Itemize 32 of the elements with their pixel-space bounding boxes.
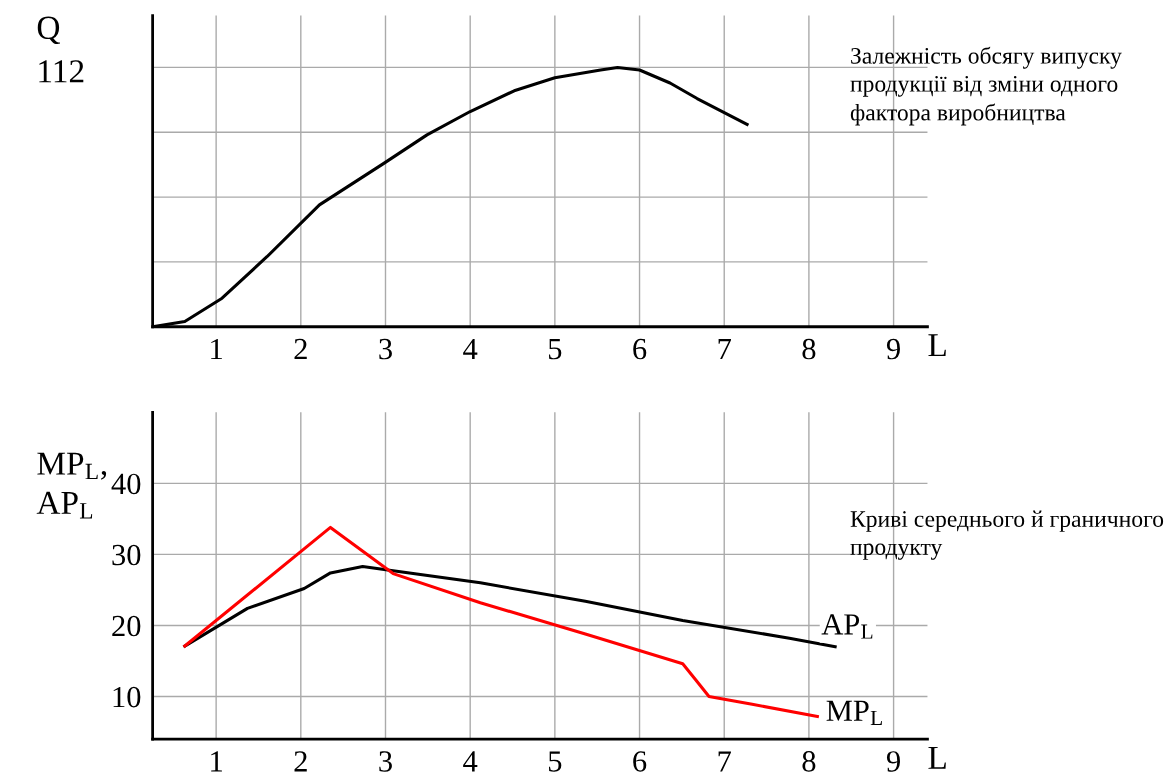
- series-label: AP$_{L}$: [821, 614, 873, 639]
- x-tick-label: 8: [802, 751, 816, 772]
- y-axis-title: MP$_{L}$, AP$_{L}$: [36, 452, 107, 519]
- y-axis-title: Q: [37, 16, 60, 45]
- x-tick-label: 5: [549, 339, 562, 360]
- text: Криві середнього й граничного продукту: [850, 510, 1164, 560]
- line-series: [183, 525, 819, 718]
- x-axis-title: L: [928, 746, 946, 769]
- x-tick-label: 2: [294, 338, 307, 360]
- x-tick-label: 5: [549, 751, 562, 772]
- x-tick-label: 9: [886, 751, 900, 772]
- x-tick-label: 2: [294, 751, 307, 772]
- text: Залежність обсягу випуску продукції від зміни одного фактора виробництва: [850, 46, 1122, 126]
- y-tick-label: 10: [113, 686, 141, 708]
- x-tick-label: 9: [886, 338, 900, 360]
- x-tick-label: 4: [463, 751, 478, 772]
- y-tick-label: 40: [111, 473, 141, 495]
- y-tick-label: 30: [112, 544, 141, 566]
- x-tick-label: 1: [211, 751, 222, 772]
- x-tick-label: 3: [379, 338, 392, 360]
- x-tick-label: 8: [802, 338, 816, 360]
- x-tick-label: 7: [718, 751, 731, 772]
- x-tick-label: 1: [211, 338, 222, 360]
- x-tick-label: 4: [463, 338, 478, 360]
- x-tick-label: 6: [633, 751, 647, 772]
- x-tick-label: 7: [718, 339, 731, 360]
- x-tick-label: 3: [379, 751, 392, 772]
- text: 112: [39, 60, 84, 83]
- y-tick-label: 20: [112, 615, 141, 637]
- x-axis-title: L: [928, 334, 946, 357]
- series-label: MP$_{L}$: [826, 700, 882, 725]
- x-tick-label: 6: [633, 338, 647, 360]
